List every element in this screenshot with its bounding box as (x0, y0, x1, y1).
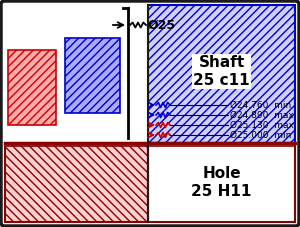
Text: Ø25: Ø25 (148, 18, 176, 32)
Text: Hole
25 H11: Hole 25 H11 (191, 166, 252, 199)
Text: Ø25.000  min: Ø25.000 min (230, 131, 291, 140)
Text: Ø24.890  max: Ø24.890 max (230, 111, 294, 119)
Bar (8, 50, 56, 125)
Bar (5, 143, 148, 222)
Bar (5, 5, 148, 143)
Text: Shaft
25 c11: Shaft 25 c11 (193, 55, 250, 88)
Text: Ø24.760  min: Ø24.760 min (230, 101, 291, 109)
Bar (148, 143, 295, 222)
Text: Ø25.130  max: Ø25.130 max (230, 121, 294, 129)
Bar (65, 38, 120, 113)
Bar (148, 5, 295, 143)
